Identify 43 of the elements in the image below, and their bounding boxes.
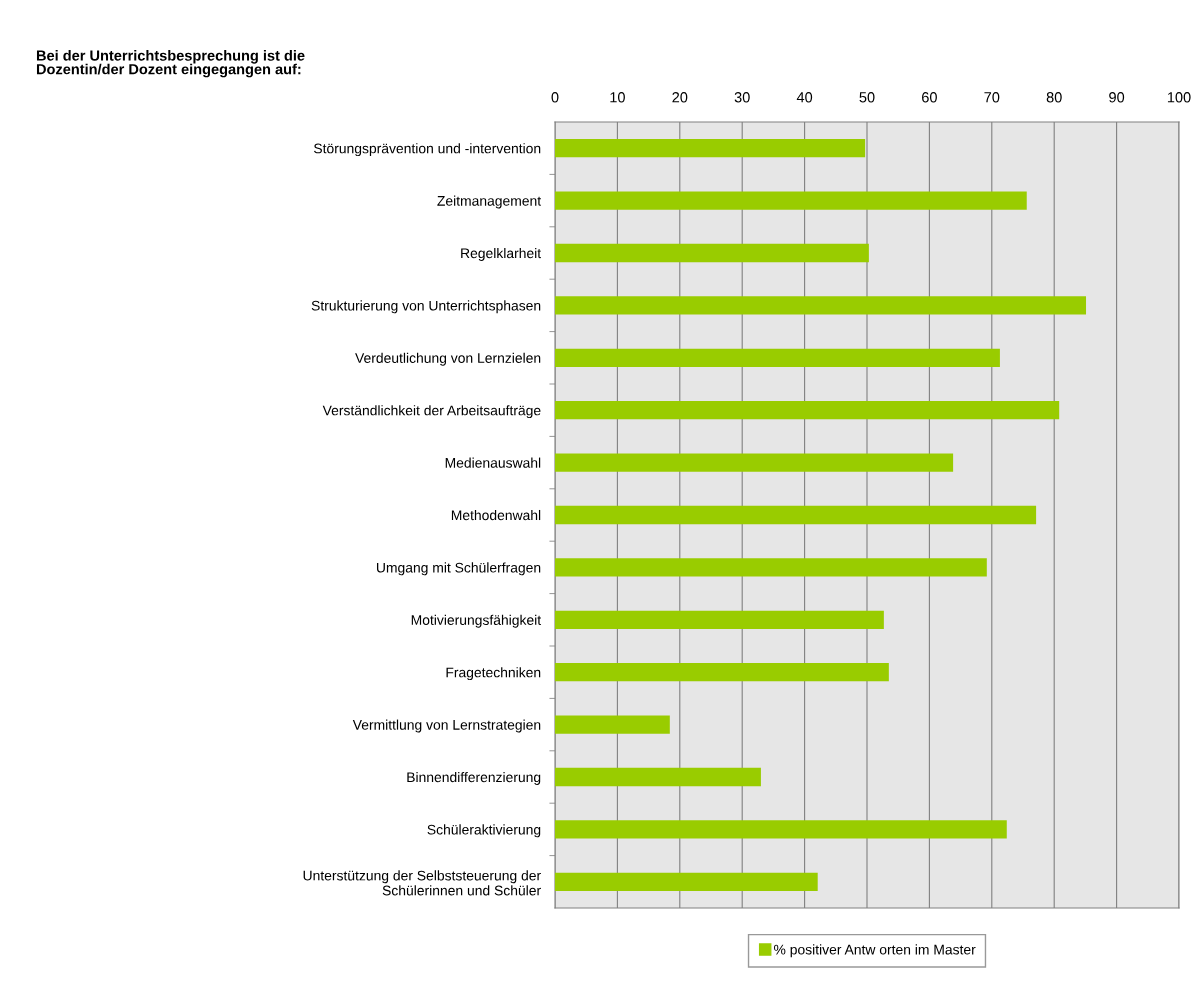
text: Bei der Unterrichtsbesprechung ist die Dozentin/der Dozent eingegangen auf:	[36, 50, 305, 78]
bar	[555, 139, 866, 158]
bar	[555, 401, 1060, 420]
y-tick-label: Störungsprävention und -intervention	[313, 143, 541, 157]
y-tick-label: Strukturierung von Unterrichtsphasen	[311, 300, 541, 314]
bar	[555, 872, 818, 891]
bar	[555, 191, 1027, 210]
bar	[555, 505, 1037, 525]
y-tick-label: Verdeutlichung von Lernzielen	[355, 352, 541, 366]
y-tick-label: Zeitmanagement	[437, 195, 542, 209]
x-tick-label: 20	[672, 92, 688, 103]
x-tick-label: 30	[734, 92, 750, 103]
legend-label: % positiver Antw orten im Master	[774, 944, 976, 958]
y-tick-label: Medienauswahl	[445, 457, 541, 468]
bar	[555, 767, 761, 787]
y-tick-label: Regelklarheit	[461, 247, 542, 261]
y-tick-label: Verständlichkeit der Arbeitsaufträge	[322, 405, 541, 419]
x-tick-label: 60	[922, 92, 937, 103]
y-tick-label: Unterstützung der Selbststeuerung der Schülerinnen und Schüler	[303, 870, 541, 896]
bar	[555, 820, 1007, 839]
x-tick-label: 100	[1167, 92, 1191, 103]
y-tick-label: Schüleraktivierung	[427, 824, 541, 838]
bar	[555, 558, 987, 577]
bar	[555, 348, 1000, 367]
bar	[555, 715, 670, 734]
x-tick-label: 50	[859, 92, 875, 103]
x-tick-label: 40	[796, 92, 813, 103]
bar	[555, 453, 954, 472]
y-tick-label: Motivierungsfähigkeit	[411, 614, 542, 628]
bar	[555, 663, 889, 682]
bar	[555, 296, 1087, 315]
y-tick-label: Methodenwahl	[451, 509, 541, 521]
bar	[555, 243, 869, 263]
x-tick-label: 0	[551, 92, 559, 103]
y-tick-label: Vermittlung von Lernstrategien	[352, 719, 541, 733]
y-tick-label: Fragetechniken	[446, 667, 541, 681]
y-tick-label: Umgang mit Schülerfragen	[376, 562, 541, 576]
y-tick-label: Binnendifferenzierung	[407, 771, 541, 785]
x-tick-label: 90	[1109, 92, 1125, 103]
x-tick-label: 70	[984, 92, 1000, 103]
x-tick-label: 10	[610, 92, 625, 103]
bar	[555, 610, 884, 629]
x-tick-label: 80	[1046, 92, 1062, 103]
